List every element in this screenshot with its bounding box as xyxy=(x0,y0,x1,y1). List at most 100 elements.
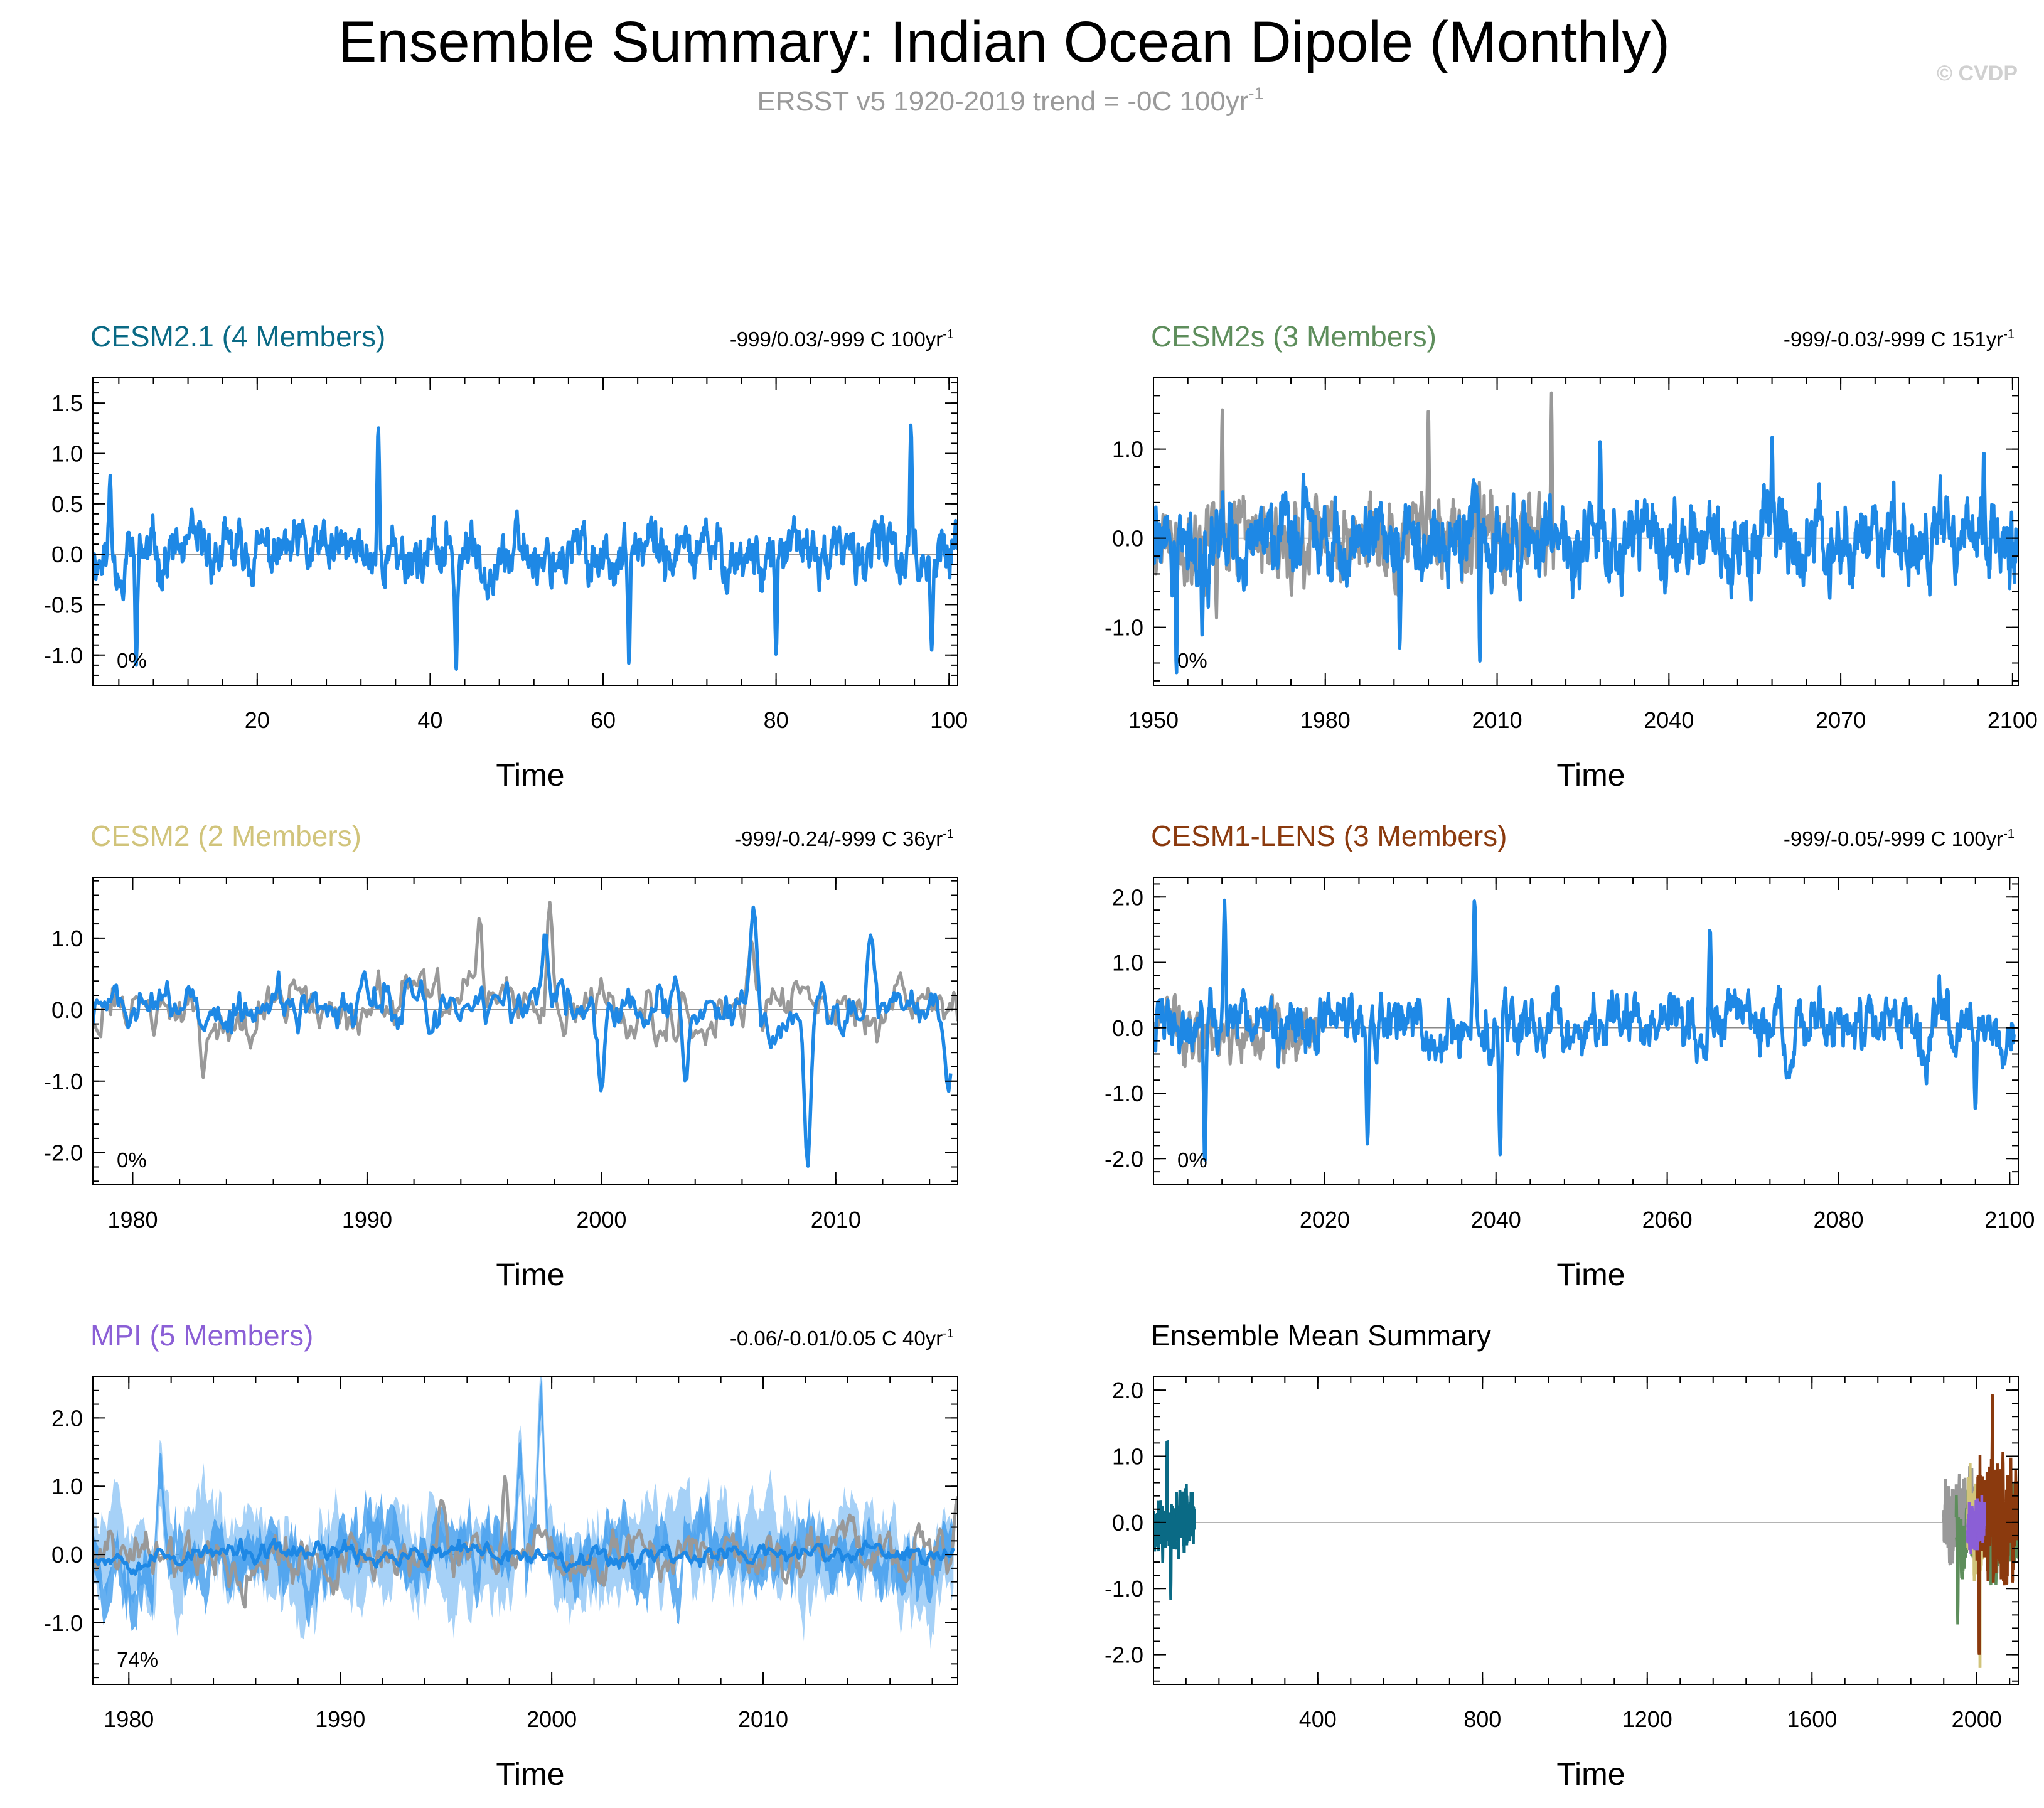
panel-title: CESM2s (3 Members) xyxy=(1151,320,1437,353)
figure-subtitle: ERSST v5 1920-2019 trend = -0C 100yr-1 xyxy=(757,84,1263,117)
plot-area xyxy=(1153,898,2018,1162)
panel-summary: Ensemble Mean Summary 2.0 1.0 0.0 -1.0 -2.0 40… xyxy=(1105,1319,2019,1792)
y-tick-label: 1.5 xyxy=(51,390,83,416)
y-tick-label: 0.0 xyxy=(1112,1510,1143,1536)
y-tick-label: 1.0 xyxy=(1112,437,1143,463)
panel-title: CESM2 (2 Members) xyxy=(90,820,361,852)
panel-trend-superscript: -1 xyxy=(2003,827,2015,841)
y-tick-label: -2.0 xyxy=(44,1140,83,1166)
x-tick-label: 2010 xyxy=(738,1706,788,1732)
panel-trend-stat: -999/-0.05/-999 C 100yr-1 xyxy=(1784,827,2015,850)
x-tick-label: 1980 xyxy=(107,1207,158,1233)
panel-trend-superscript: -1 xyxy=(2003,328,2015,341)
y-tick-label: -2.0 xyxy=(1105,1642,1143,1668)
ensemble-mean-line xyxy=(1153,436,2018,675)
x-tick-label: 2010 xyxy=(1472,707,1522,733)
y-tick-label: 2.0 xyxy=(1112,884,1143,910)
x-axis-title: Time xyxy=(1556,1257,1625,1292)
panel-trend-stat: -999/0.03/-999 C 100yr-1 xyxy=(730,328,954,351)
x-tick-label: 100 xyxy=(930,707,968,733)
panel-trend-text: -999/0.03/-999 C 100yr xyxy=(730,328,943,351)
panel-trend-text: -999/-0.24/-999 C 36yr xyxy=(734,827,943,850)
figure-subtitle-text: ERSST v5 1920-2019 trend = -0C 100yr xyxy=(757,86,1248,117)
ensemble-mean-line xyxy=(93,1537,955,1576)
y-tick-label: -1.0 xyxy=(44,1069,83,1094)
x-tick-label: 400 xyxy=(1299,1706,1337,1732)
plot-area xyxy=(93,901,958,1168)
panel-trend-stat: -999/-0.03/-999 C 151yr-1 xyxy=(1784,328,2015,351)
panel-cesm2: CESM2 (2 Members) -999/-0.24/-999 C 36yr-… xyxy=(44,820,958,1292)
y-tick-label: 1.0 xyxy=(1112,1443,1143,1469)
panel-title: MPI (5 Members) xyxy=(90,1319,313,1352)
x-tick-label: 1600 xyxy=(1787,1706,1837,1732)
panel-title: CESM1-LENS (3 Members) xyxy=(1151,820,1507,852)
ensemble-mean-line xyxy=(93,905,953,1168)
observed-series-line xyxy=(1153,391,1556,620)
x-tick-label: 80 xyxy=(764,707,789,733)
y-tick-label: 0.0 xyxy=(51,997,83,1023)
x-tick-label: 1980 xyxy=(1300,707,1351,733)
x-tick-label: 800 xyxy=(1463,1706,1501,1732)
x-tick-label: 2070 xyxy=(1816,707,1866,733)
x-tick-label: 1200 xyxy=(1622,1706,1672,1732)
panel-cesm1lens: CESM1-LENS (3 Members) -999/-0.05/-999 C … xyxy=(1105,820,2035,1292)
panel-trend-superscript: -1 xyxy=(943,328,954,341)
x-tick-label: 2000 xyxy=(527,1706,577,1732)
plot-frame xyxy=(92,877,958,1185)
x-tick-label: 20 xyxy=(245,707,270,733)
panel-title: CESM2.1 (4 Members) xyxy=(90,320,385,353)
panel-trend-superscript: -1 xyxy=(943,827,954,841)
panel-cesm2s: CESM2s (3 Members) -999/-0.03/-999 C 151y… xyxy=(1105,320,2038,793)
y-tick-label: -2.0 xyxy=(1105,1146,1143,1172)
panel-trend-stat: -0.06/-0.01/0.05 C 40yr-1 xyxy=(730,1327,954,1350)
x-tick-label: 2100 xyxy=(1988,707,2038,733)
x-tick-label: 2020 xyxy=(1300,1207,1350,1233)
plot-area xyxy=(1153,391,2018,675)
x-axis-title: Time xyxy=(496,757,564,793)
percent-label: 0% xyxy=(1177,649,1207,672)
panel-trend-text: -999/-0.05/-999 C 100yr xyxy=(1784,827,2003,850)
panel-trend-stat: -999/-0.24/-999 C 36yr-1 xyxy=(734,827,954,850)
x-axis-title: Time xyxy=(496,1757,564,1792)
y-tick-label: 1.0 xyxy=(51,926,83,951)
y-tick-label: 0.0 xyxy=(51,542,83,567)
y-tick-label: 2.0 xyxy=(1112,1377,1143,1403)
copyright-label: © CVDP xyxy=(1937,62,2018,85)
ensemble-mean-line xyxy=(1153,898,2016,1162)
x-tick-label: 1990 xyxy=(315,1706,365,1732)
y-tick-label: 0.5 xyxy=(51,491,83,517)
plot-area xyxy=(93,423,958,671)
x-tick-label: 1990 xyxy=(342,1207,392,1233)
y-tick-label: -1.0 xyxy=(44,643,83,668)
x-tick-label: 2100 xyxy=(1984,1207,2035,1233)
plot-area xyxy=(93,1377,958,1649)
y-tick-label: 1.0 xyxy=(1112,950,1143,976)
panel-trend-superscript: -1 xyxy=(943,1327,954,1340)
x-axis-title: Time xyxy=(1556,757,1625,793)
plot-frame xyxy=(1153,1376,2019,1685)
percent-label: 0% xyxy=(117,649,147,672)
x-tick-label: 2000 xyxy=(1952,1706,2002,1732)
plot-frame xyxy=(92,377,958,686)
percent-label: 74% xyxy=(117,1648,158,1671)
summary-series-cesm21-member xyxy=(1153,1440,1196,1600)
y-tick-label: 0.0 xyxy=(1112,526,1143,552)
y-tick-label: -1.0 xyxy=(1105,1576,1143,1602)
x-axis-title: Time xyxy=(1556,1757,1625,1792)
summary-series-mpi-member xyxy=(1966,1498,1986,1554)
y-tick-label: -1.0 xyxy=(44,1610,83,1636)
x-tick-label: 2000 xyxy=(576,1207,626,1233)
percent-label: 0% xyxy=(117,1148,147,1172)
y-tick-label: 1.0 xyxy=(51,1474,83,1499)
spread-band-inner xyxy=(93,1377,954,1632)
percent-label: 0% xyxy=(1177,1148,1207,1172)
panel-trend-text: -0.06/-0.01/0.05 C 40yr xyxy=(730,1327,943,1350)
panel-cesm21: CESM2.1 (4 Members) -999/0.03/-999 C 100y… xyxy=(44,320,968,793)
panels-container: CESM2.1 (4 Members) -999/0.03/-999 C 100y… xyxy=(44,320,2038,1792)
panel-title: Ensemble Mean Summary xyxy=(1151,1319,1491,1352)
y-tick-label: -0.5 xyxy=(44,592,83,618)
y-tick-label: 0.0 xyxy=(51,1542,83,1568)
panel-mpi: MPI (5 Members) -0.06/-0.01/0.05 C 40yr-1… xyxy=(44,1319,958,1792)
x-tick-label: 2040 xyxy=(1644,707,1694,733)
